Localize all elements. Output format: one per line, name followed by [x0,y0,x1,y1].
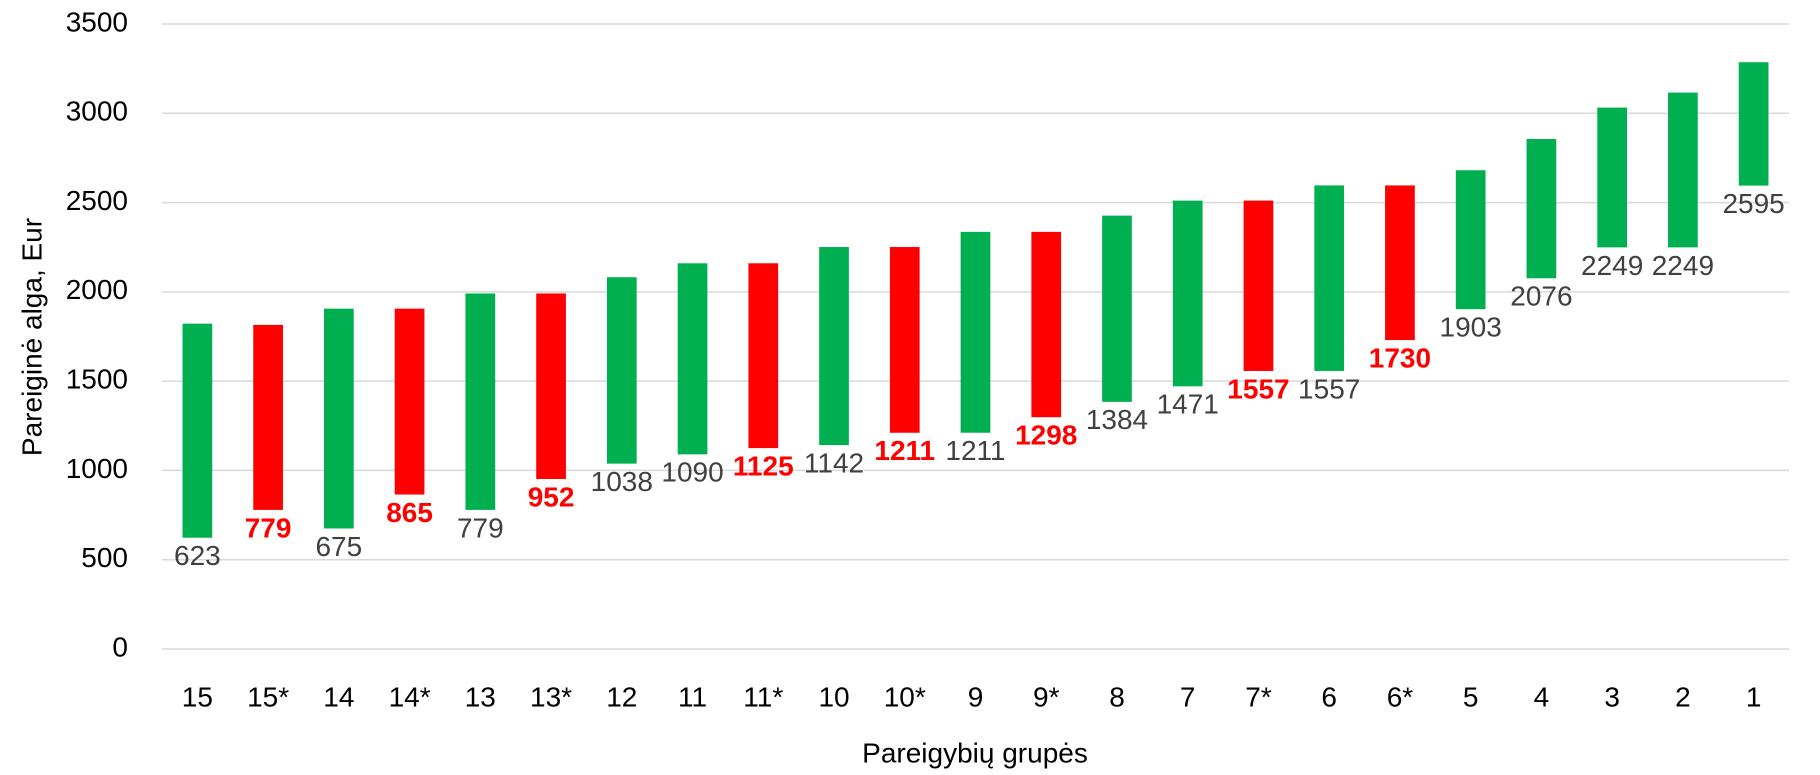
data-label: 1730 [1369,342,1431,373]
bar [394,308,425,495]
data-label: 865 [386,497,433,528]
x-tick-label: 7* [1245,681,1272,712]
y-tick-label: 2500 [66,185,128,216]
bar [1738,62,1769,186]
bar [1102,215,1132,402]
x-tick-label: 6 [1321,681,1337,712]
data-label: 1211 [874,435,935,466]
x-tick-label: 4 [1534,681,1550,712]
data-label: 1038 [591,466,653,497]
bar [606,277,637,464]
data-label: 779 [457,512,504,543]
data-label: 1557 [1227,373,1289,404]
bar [1314,185,1345,371]
y-axis-title: Pareiginė alga, Eur [16,218,47,456]
data-label: 952 [528,481,575,512]
y-tick-label: 1500 [66,364,128,395]
x-tick-label: 10 [818,681,849,712]
x-tick-label: 10* [884,681,926,712]
x-tick-label: 13 [465,681,496,712]
data-label: 1903 [1440,312,1502,343]
x-tick-label: 15 [182,681,213,712]
bar [1243,200,1274,371]
x-tick-label: 9 [968,681,984,712]
x-tick-label: 14* [389,681,431,712]
data-label: 2076 [1510,281,1572,312]
data-label: 2249 [1652,250,1714,281]
y-tick-label: 2000 [66,274,128,305]
x-tick-label: 9* [1033,681,1060,712]
data-label: 1142 [804,447,864,478]
x-tick-label: 15* [247,681,289,712]
x-tick-label: 8 [1109,681,1125,712]
x-tick-label: 5 [1463,681,1479,712]
data-label: 1298 [1015,420,1077,451]
bar [819,247,849,446]
bar [1031,231,1062,418]
x-tick-label: 6* [1387,681,1414,712]
data-label: 779 [245,512,292,543]
x-tick-label: 14 [323,681,354,712]
x-tick-label: 7 [1180,681,1196,712]
x-tick-label: 11* [743,681,783,712]
x-tick-label: 13* [530,681,572,712]
bar [1172,200,1203,387]
bar [465,293,496,510]
bar [253,324,283,510]
data-label: 2249 [1581,250,1643,281]
bar [677,263,708,455]
bar [1455,170,1486,310]
bar [1668,92,1698,248]
data-label: 1557 [1298,373,1360,404]
x-tick-label: 12 [606,681,637,712]
bar [323,308,354,529]
y-tick-label: 3000 [66,96,128,127]
y-tick-label: 0 [112,631,128,662]
x-tick-label: 3 [1604,681,1620,712]
data-label: 1471 [1157,389,1219,420]
data-label: 675 [315,531,362,562]
bar [960,231,991,433]
bar [1385,185,1415,341]
bar [1526,139,1557,279]
x-axis-title: Pareigybių grupės [862,737,1088,768]
data-label: 623 [174,540,221,571]
data-label: 1125 [733,450,794,481]
data-label: 1211 [945,435,1005,466]
bar [536,293,566,479]
x-tick-label: 11 [678,681,707,712]
y-tick-label: 3500 [66,6,128,37]
bar [748,263,779,449]
data-label: 1090 [661,457,723,488]
data-label: 2595 [1722,188,1784,219]
y-tick-label: 500 [81,542,128,573]
bar [1597,107,1628,248]
x-tick-label: 1 [1746,681,1762,712]
bar [889,247,920,433]
y-tick-label: 1000 [66,453,128,484]
x-tick-label: 2 [1675,681,1691,712]
bar [182,323,213,538]
data-label: 1384 [1086,404,1148,435]
